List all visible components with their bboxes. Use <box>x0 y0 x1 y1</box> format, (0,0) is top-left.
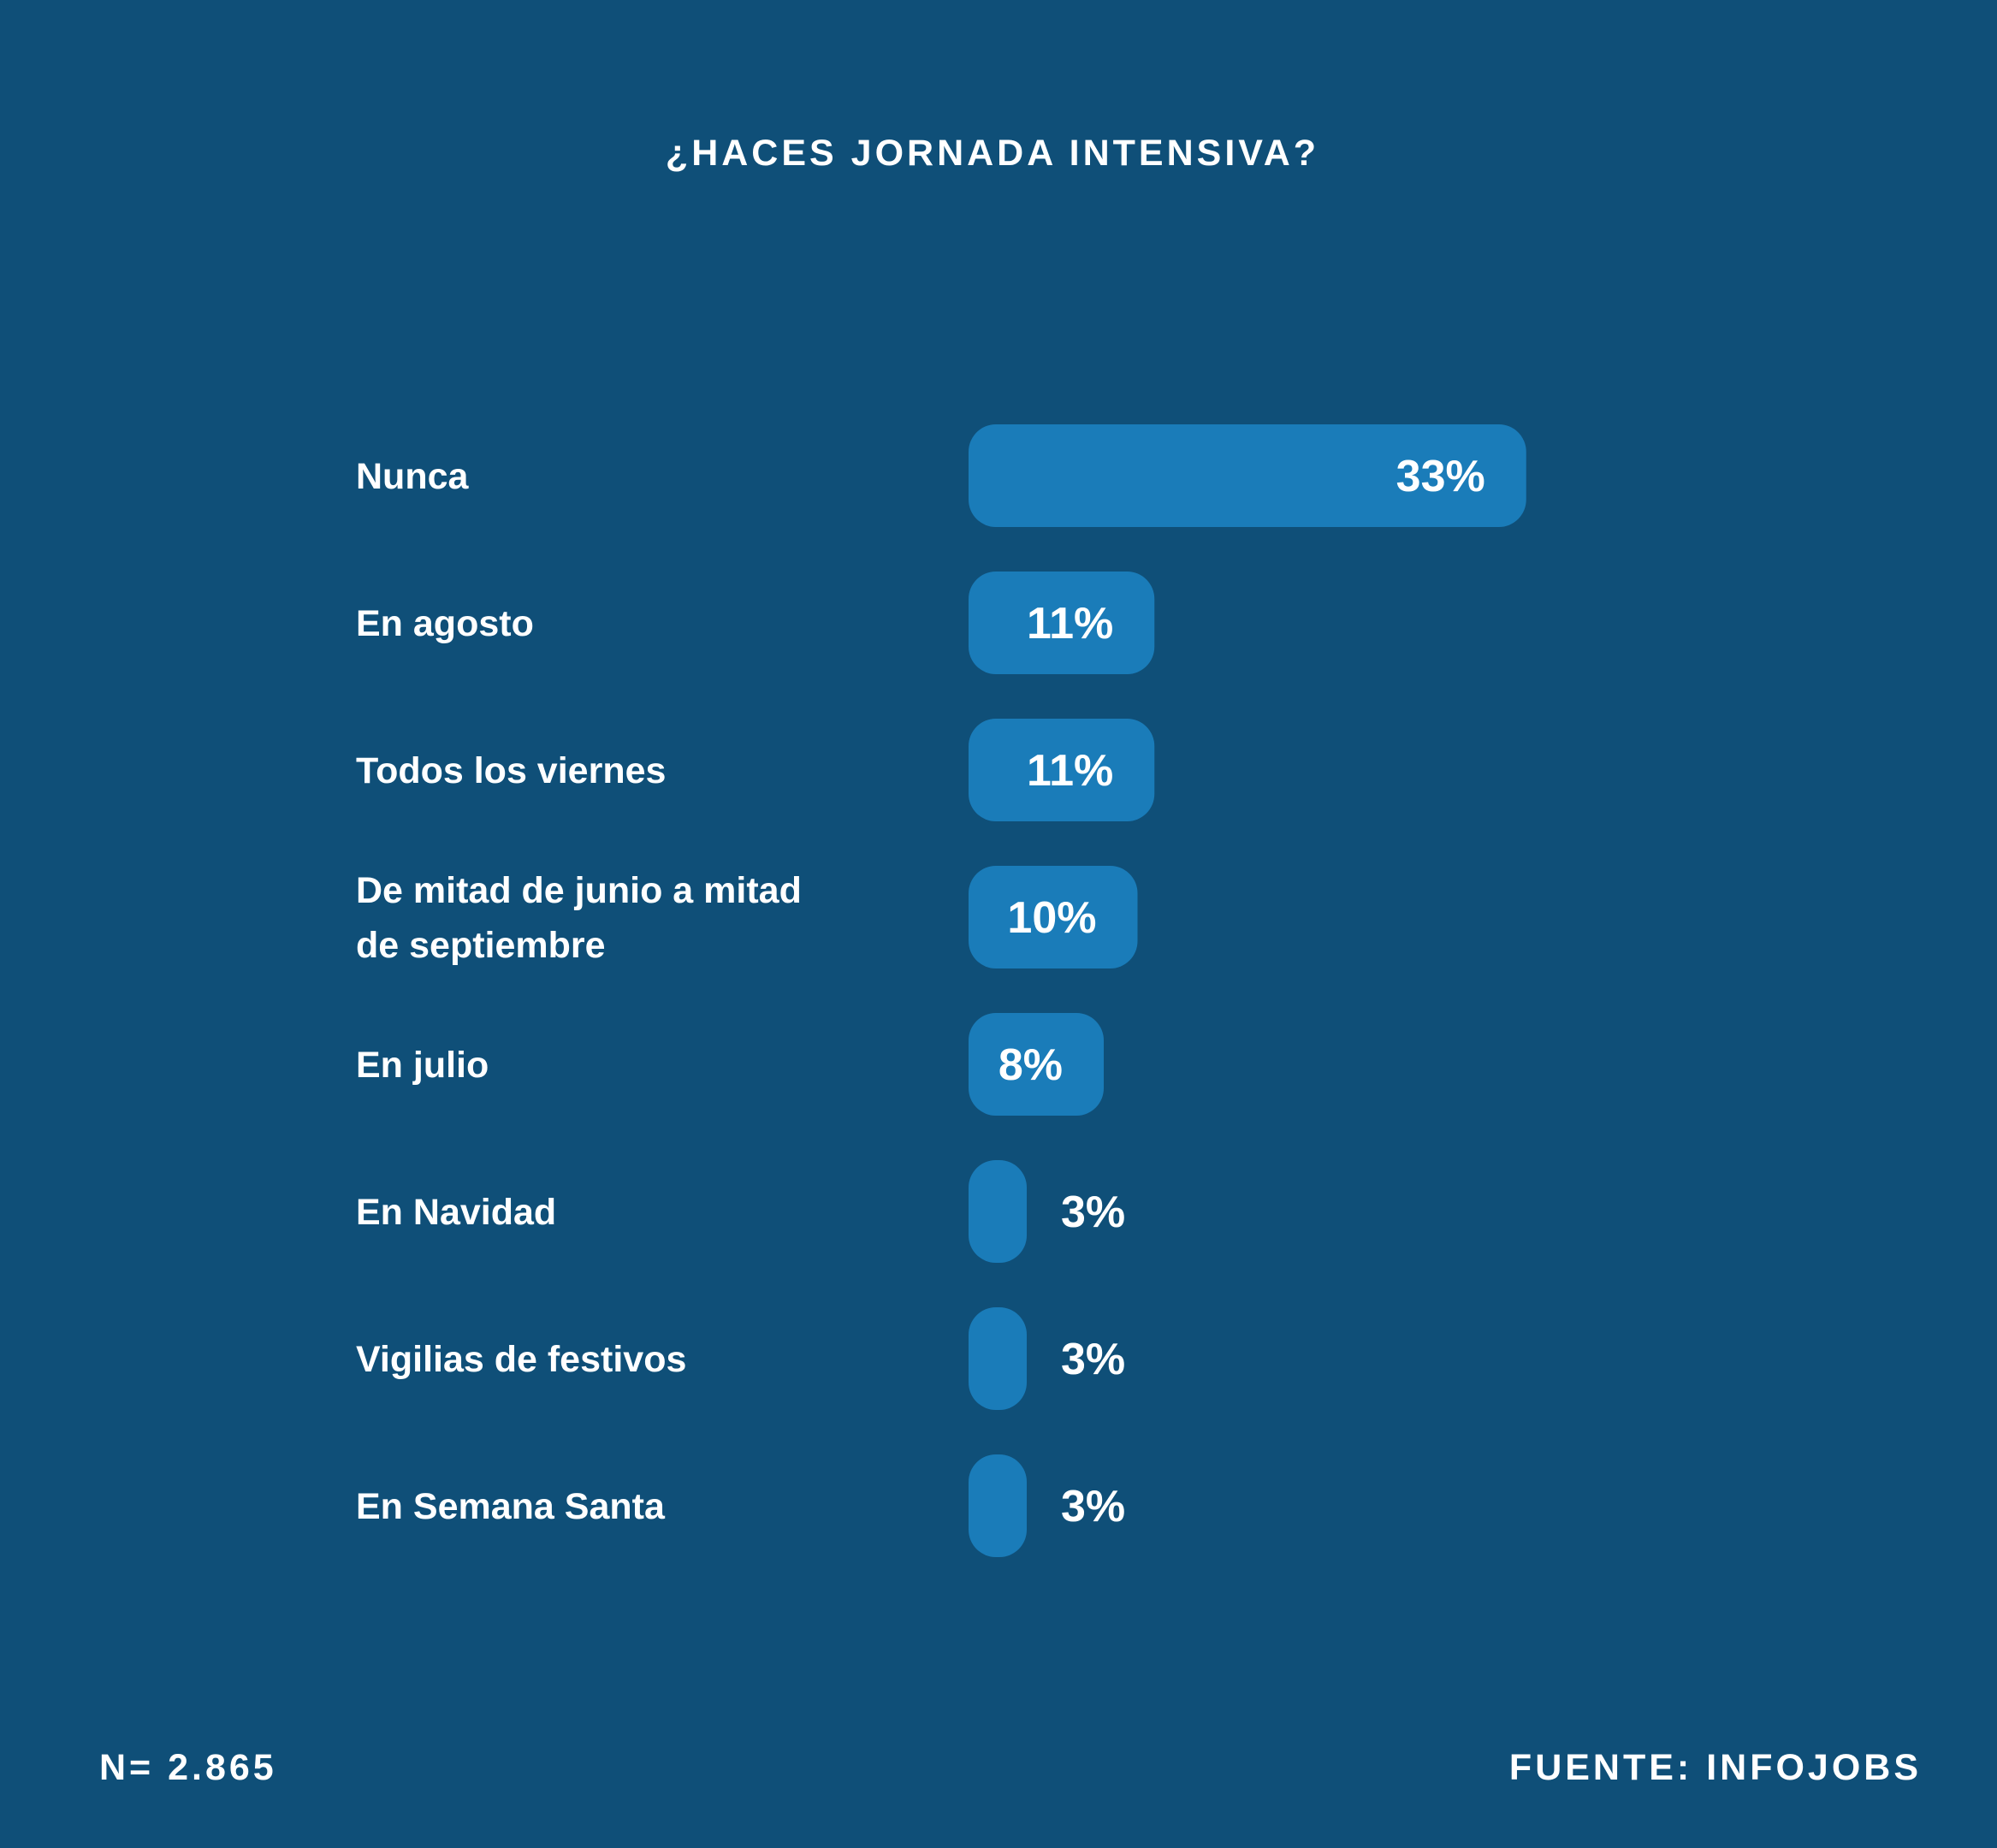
value-label: 3% <box>1061 1188 1125 1237</box>
category-label: Nunca <box>356 456 470 497</box>
bar <box>969 1307 1027 1410</box>
category-label: En Semana Santa <box>356 1486 666 1527</box>
bar-row: Vigilias de festivos 3% <box>356 1307 1125 1410</box>
value-label: 3% <box>1061 1482 1125 1531</box>
category-label: En agosto <box>356 603 534 644</box>
value-label: 8% <box>998 1040 1063 1090</box>
source-credit: FUENTE: INFOJOBS <box>1509 1747 1922 1788</box>
value-label: 11% <box>1027 746 1113 796</box>
category-label: Vigilias de festivos <box>356 1339 686 1380</box>
bar <box>969 424 1526 527</box>
bar-row: Nunca 33% <box>356 424 1526 527</box>
bar <box>969 719 1155 821</box>
sample-size: N= 2.865 <box>99 1747 277 1788</box>
value-label: 10% <box>1007 893 1096 943</box>
bar <box>969 1454 1027 1557</box>
value-label: 33% <box>1396 452 1485 501</box>
bar-row: En agosto 11% <box>356 572 1155 674</box>
chart-rows: Nunca 33% En agosto 11% Todos los viernes 11%… <box>356 424 1526 1557</box>
bar <box>969 572 1155 674</box>
category-label: En julio <box>356 1045 489 1086</box>
bar <box>969 866 1138 968</box>
value-label: 11% <box>1027 599 1113 649</box>
bar-row: Todos los viernes 11% <box>356 719 1155 821</box>
bar <box>969 1013 1104 1116</box>
bar-row: En Semana Santa 3% <box>356 1454 1125 1557</box>
bar-row: En Navidad 3% <box>356 1160 1125 1263</box>
chart-title: ¿HACES JORNADA INTENSIVA? <box>666 133 1319 174</box>
bar <box>969 1160 1027 1263</box>
category-label: De mitad de junio a mitad de septiembre <box>356 870 802 966</box>
category-label: En Navidad <box>356 1192 556 1233</box>
category-label: Todos los viernes <box>356 750 666 791</box>
bar-row: De mitad de junio a mitad de septiembre 10… <box>356 866 1138 968</box>
bar-row: En julio 8% <box>356 1013 1104 1116</box>
value-label: 3% <box>1061 1335 1125 1384</box>
